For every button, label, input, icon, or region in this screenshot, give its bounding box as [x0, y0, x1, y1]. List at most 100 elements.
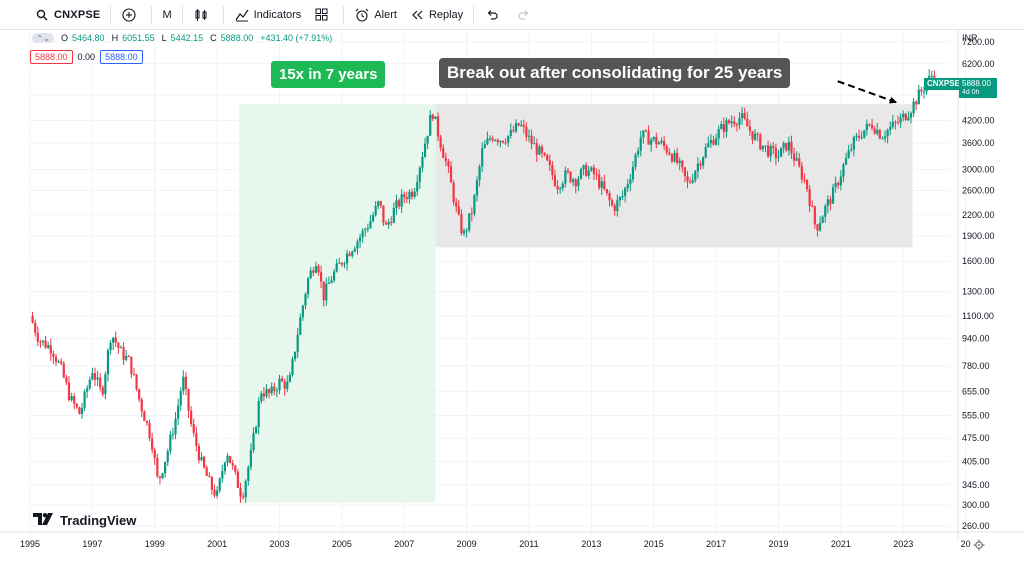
candle-body [824, 205, 827, 217]
candle-body [309, 270, 312, 279]
candle-body [361, 230, 364, 238]
price-tick-label: 7200.00 [962, 37, 995, 47]
candle-body [605, 189, 609, 194]
alert-button[interactable]: Alert [348, 3, 403, 27]
candle-body [216, 490, 219, 496]
compare-button[interactable] [115, 3, 147, 27]
candle-body [894, 121, 897, 123]
time-tick-label: 2015 [644, 539, 664, 549]
candle-body [499, 140, 502, 143]
redo-button[interactable] [510, 3, 542, 27]
growth-annotation[interactable]: 15x in 7 years [271, 61, 386, 88]
candle-body [275, 390, 278, 392]
candle-body [434, 116, 437, 120]
candle-body [577, 178, 580, 187]
chart-type-button[interactable] [187, 3, 219, 27]
buy-button[interactable]: 5888.00 [100, 50, 143, 64]
candle-body [512, 130, 515, 132]
candle-body [915, 101, 918, 105]
candle-body [392, 207, 395, 223]
price-tick-label: 1100.00 [962, 311, 994, 321]
indicators-button[interactable]: Indicators [228, 3, 308, 27]
sell-button[interactable]: 5888.00 [30, 50, 73, 64]
candle-body [587, 170, 590, 176]
candle-body [676, 152, 679, 163]
price-axis[interactable]: 7200.006200.005000.004200.003600.003000.… [957, 30, 995, 540]
settings-icon[interactable] [973, 538, 985, 551]
candle-body [561, 183, 564, 189]
tradingview-logo[interactable]: TradingView [33, 513, 136, 528]
price-tick-label: 780.00 [962, 361, 990, 371]
candle-body [899, 117, 902, 123]
candle-body [78, 407, 81, 415]
candle-body [67, 382, 71, 401]
candle-body [208, 476, 211, 478]
candle-body [447, 161, 450, 167]
candle-body [442, 147, 445, 158]
time-tick-label: 1997 [82, 539, 102, 549]
breakout-annotation[interactable]: Break out after consolidating for 25 yea… [439, 58, 791, 88]
candle-body [811, 206, 814, 208]
replay-button[interactable]: Replay [403, 3, 469, 27]
candle-body [735, 124, 738, 126]
candle-body [608, 193, 611, 201]
time-tick-label: 2013 [581, 539, 601, 549]
candle-body [863, 130, 866, 138]
candle-body [358, 237, 362, 242]
candle-body [96, 377, 99, 380]
candle-body [44, 340, 47, 348]
candle-body [291, 359, 294, 375]
candle-body [816, 224, 819, 231]
candle-body [803, 179, 806, 181]
symbol-search-button[interactable]: CNXPSE [28, 3, 106, 27]
candle-body [683, 167, 687, 176]
candle-body [286, 381, 289, 389]
candle-body [834, 183, 837, 188]
candle-body [795, 158, 798, 161]
candle-body [436, 116, 440, 137]
candle-body [65, 377, 68, 383]
candle-body [88, 379, 91, 389]
candle-body [907, 117, 910, 121]
candle-body [847, 150, 850, 158]
candle-body [262, 393, 265, 397]
candle-body [465, 230, 468, 232]
candle-body [299, 317, 302, 335]
candle-body [553, 175, 557, 186]
currency-label[interactable]: INR [962, 33, 978, 43]
undo-button[interactable] [478, 3, 510, 27]
candle-body [826, 199, 829, 206]
candle-body [738, 117, 741, 126]
candle-body [288, 374, 291, 382]
candle-body [813, 206, 816, 225]
candle-body [143, 411, 146, 422]
candle-body [34, 322, 37, 333]
time-axis[interactable]: 1995 1997 1999 2001 2003 2005 2007 2009 2011 2013… [0, 531, 1024, 549]
candle-body [746, 118, 749, 127]
candle-body [164, 461, 167, 474]
candle-body [652, 137, 655, 140]
candle-body [397, 200, 401, 207]
candle-body [756, 133, 759, 135]
ohlc-legend: ⌃⌄ O 5464.80 H 6051.55 L 5442.15 C 5888.00 +… [32, 33, 335, 43]
candle-body [538, 146, 541, 155]
indicators-icon [234, 7, 250, 23]
candle-body [54, 356, 58, 362]
candle-body [439, 136, 442, 148]
candle-body [192, 424, 195, 433]
candle-body [132, 373, 136, 375]
candle-body [431, 114, 434, 120]
candle-body [200, 456, 203, 461]
candle-body [842, 164, 845, 177]
candle-body [135, 374, 138, 390]
candle-body [689, 181, 692, 183]
candle-body [130, 356, 133, 374]
time-tick-label: 2021 [831, 539, 851, 549]
interval-button[interactable]: M [156, 3, 177, 27]
price-tick-label: 475.00 [962, 433, 990, 443]
candle-body [41, 340, 45, 343]
collapse-legend-icon[interactable]: ⌃⌄ [32, 33, 54, 43]
layouts-button[interactable] [307, 3, 339, 27]
candle-body [340, 262, 343, 265]
